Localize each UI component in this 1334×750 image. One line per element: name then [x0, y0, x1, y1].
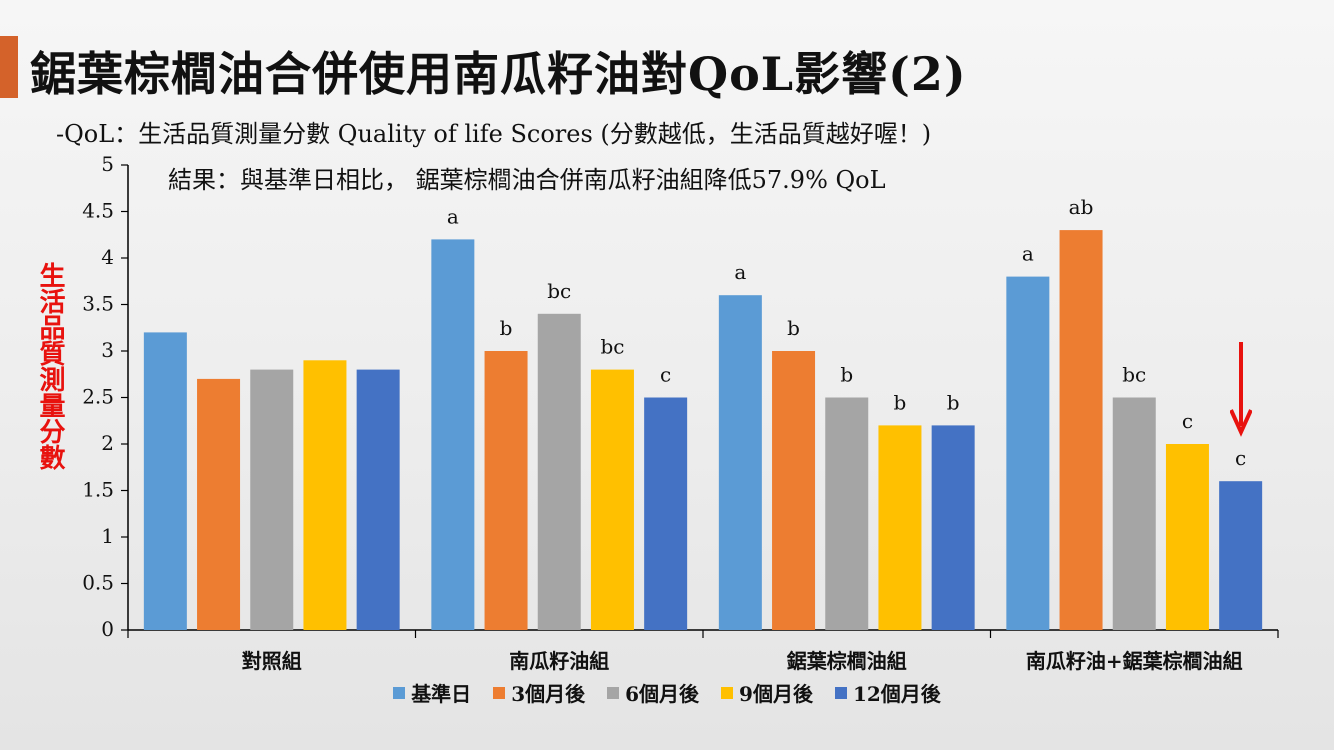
bar [878, 425, 922, 630]
result-summary-text: 結果：與基準日相比， 鋸葉棕櫚油合併南瓜籽油組降低57.9% QoL [168, 166, 886, 194]
y-axis-title: 生活品質測量分數 [35, 262, 65, 470]
bar [143, 332, 187, 630]
chart-legend: 基準日 3個月後 6個月後 9個月後 12個月後 [0, 678, 1334, 707]
legend-item: 3個月後 [493, 678, 585, 707]
legend-swatch [834, 686, 847, 699]
legend-label: 9個月後 [739, 682, 813, 706]
bar [1059, 230, 1103, 630]
bar-significance-label: a [734, 260, 746, 284]
bar [250, 369, 294, 630]
bar [303, 360, 347, 630]
bar-significance-label: bc [547, 279, 571, 303]
title-accent-bar [0, 36, 18, 98]
bar-significance-label: c [1235, 446, 1246, 470]
y-tick-label: 0.5 [82, 571, 114, 595]
y-tick-label: 0 [101, 617, 114, 641]
down-arrow-icon [1230, 342, 1252, 437]
bar [484, 351, 528, 630]
x-category-label: 鋸葉棕櫚油組 [787, 649, 907, 673]
bar-significance-label: b [840, 363, 853, 387]
bar [537, 313, 581, 630]
bar [1112, 397, 1156, 630]
qol-definition-text: -QoL：生活品質測量分數 Quality of life Scores (分數… [56, 120, 932, 148]
bar [431, 239, 475, 630]
bar [772, 351, 816, 630]
y-tick-label: 1 [101, 524, 114, 548]
legend-swatch [393, 686, 406, 699]
x-category-label: 南瓜籽油組 [509, 649, 609, 673]
y-tick-label: 4.5 [82, 199, 114, 223]
bar [590, 369, 634, 630]
bar [718, 295, 762, 630]
y-tick-label: 3 [101, 338, 114, 362]
bar [1165, 444, 1209, 630]
y-tick-label: 3.5 [82, 292, 114, 316]
legend-swatch [721, 686, 734, 699]
legend-label: 基準日 [411, 682, 472, 706]
bar-significance-label: b [947, 390, 960, 414]
legend-label: 12個月後 [852, 682, 941, 706]
bar [197, 378, 241, 630]
bar-significance-label: b [894, 390, 907, 414]
x-category-label: 對照組 [242, 649, 302, 673]
legend-label: 6個月後 [625, 682, 700, 706]
y-tick-label: 2.5 [82, 385, 114, 409]
y-tick-label: 5 [101, 152, 114, 176]
bar [644, 397, 688, 630]
legend-label: 3個月後 [511, 682, 586, 706]
y-tick-label: 1.5 [82, 478, 114, 502]
bar-significance-label: ab [1069, 195, 1094, 219]
legend-swatch [493, 686, 506, 699]
bar [931, 425, 975, 630]
bar-significance-label: b [500, 316, 513, 340]
bar-significance-label: a [1022, 242, 1034, 266]
legend-item: 9個月後 [721, 678, 813, 707]
legend-item: 12個月後 [834, 678, 941, 707]
legend-swatch [607, 686, 620, 699]
slide-title: 鋸葉棕櫚油合併使用南瓜籽油對QoL影響(2) [30, 47, 967, 101]
bar-significance-label: c [1182, 409, 1193, 433]
legend-item: 6個月後 [607, 678, 699, 707]
bar [1006, 276, 1050, 630]
bar-significance-label: bc [1122, 363, 1146, 387]
x-category-label: 南瓜籽油+鋸葉棕櫚油組 [1026, 649, 1243, 673]
legend-item: 基準日 [393, 678, 471, 707]
bar [1219, 481, 1263, 630]
y-tick-label: 4 [101, 245, 114, 269]
bar-significance-label: b [787, 316, 800, 340]
bar-significance-label: a [447, 204, 459, 228]
bar [356, 369, 400, 630]
bar-significance-label: c [660, 363, 671, 387]
y-tick-label: 2 [101, 431, 114, 455]
bar [825, 397, 869, 630]
bar-significance-label: bc [600, 335, 624, 359]
